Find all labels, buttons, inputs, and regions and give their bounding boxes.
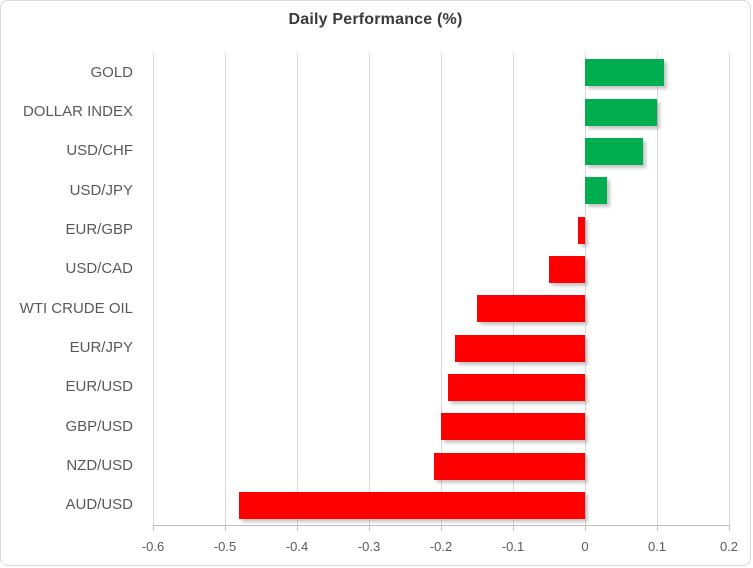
axis-tick	[441, 525, 442, 531]
gridline	[297, 53, 298, 525]
category-label: WTI CRUDE OIL	[19, 299, 133, 317]
gridline	[585, 53, 586, 525]
bar	[477, 295, 585, 323]
gridline	[369, 53, 370, 525]
category-label: GBP/USD	[65, 417, 133, 435]
x-tick-label: 0	[581, 539, 589, 554]
gridline	[153, 53, 154, 525]
axis-tick	[513, 525, 514, 531]
axis-tick	[153, 525, 154, 531]
x-tick-label: -0.6	[141, 539, 165, 554]
category-axis: GOLD DOLLAR INDEX USD/CHF USD/JPY EUR/GBP USD…	[1, 53, 133, 525]
x-tick-label: -0.1	[501, 539, 525, 554]
bar	[455, 334, 585, 362]
category-label: NZD/USD	[66, 457, 133, 474]
category-label: USD/JPY	[69, 181, 133, 199]
x-tick-label: -0.3	[357, 539, 381, 554]
bar	[585, 177, 607, 205]
axis-tick	[225, 525, 226, 531]
bar	[577, 216, 585, 244]
bar	[239, 491, 585, 519]
axis-tick	[369, 525, 370, 531]
value-axis: -0.6 -0.5 -0.4 -0.3 -0.2 -0.1 0 0.1 0.2	[1, 539, 750, 559]
gridline	[441, 53, 442, 525]
x-tick-label: -0.5	[213, 539, 237, 554]
gridline	[729, 53, 730, 525]
x-tick-label: -0.2	[429, 539, 453, 554]
category-label: EUR/USD	[65, 378, 133, 396]
category-label: GOLD	[90, 63, 133, 81]
category-label: USD/CHF	[66, 142, 133, 160]
axis-tick	[657, 525, 658, 531]
axis-tick	[585, 525, 586, 531]
bar	[549, 255, 585, 283]
gridline	[513, 53, 514, 525]
bar	[433, 452, 585, 480]
category-label: DOLLAR INDEX	[22, 103, 133, 120]
category-label: EUR/JPY	[69, 339, 133, 356]
axis-tick	[729, 525, 730, 531]
category-label: EUR/GBP	[65, 221, 133, 238]
category-label: USD/CAD	[65, 260, 133, 278]
plot-area	[153, 53, 730, 531]
bar	[448, 373, 585, 401]
bar	[585, 59, 665, 87]
gridline	[225, 53, 226, 525]
x-tick-label: 0.2	[719, 539, 739, 554]
axis-tick	[297, 525, 298, 531]
x-tick-label: 0.1	[647, 539, 667, 554]
category-label: AUD/USD	[65, 496, 133, 514]
bar	[585, 137, 643, 165]
x-tick-label: -0.4	[285, 539, 309, 554]
chart-title: Daily Performance (%)	[288, 11, 463, 28]
gridline	[657, 53, 658, 525]
bar	[441, 413, 585, 441]
bar	[585, 98, 657, 126]
